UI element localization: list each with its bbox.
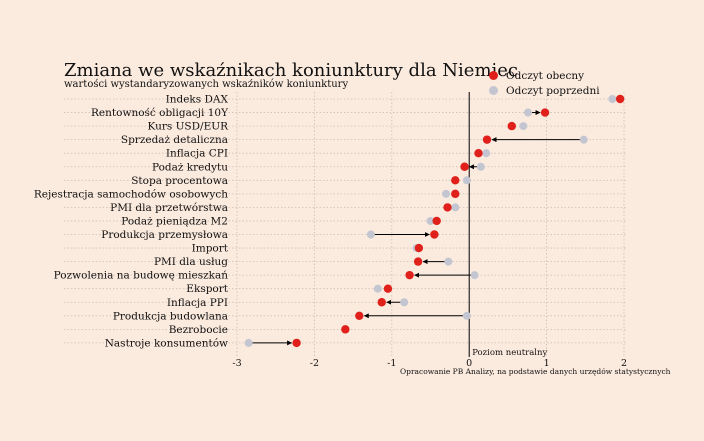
category-label: Eksport <box>186 283 228 295</box>
current-point <box>430 230 439 239</box>
category-label: Nastroje konsumentów <box>105 337 228 349</box>
legend-label-current: Odczyt obecny <box>506 69 585 82</box>
previous-point <box>462 311 471 320</box>
current-point <box>482 135 492 144</box>
category-label: PMI dla przetwórstwa <box>110 202 228 214</box>
current-point <box>615 94 625 104</box>
current-point <box>341 325 350 334</box>
current-point <box>355 311 364 320</box>
current-point <box>474 149 483 158</box>
current-point <box>413 257 423 266</box>
legend-marker-current <box>489 71 498 80</box>
previous-point <box>524 108 533 117</box>
chart-subtitle: wartości wystandaryzowanych wskaźników k… <box>64 79 349 90</box>
current-point <box>540 108 550 117</box>
x-tick-label: 1 <box>544 358 550 369</box>
category-label: Rejestracja samochodów osobowych <box>34 188 228 200</box>
category-label: Inflacja PPI <box>167 297 228 309</box>
previous-point <box>519 122 528 131</box>
current-point <box>414 243 424 253</box>
x-tick-label: -3 <box>232 358 241 369</box>
category-label: Pozwolenia na budowę mieszkań <box>54 270 229 282</box>
x-tick-label: 2 <box>621 358 627 369</box>
previous-point <box>244 338 253 347</box>
category-label: Indeks DAX <box>166 94 229 106</box>
category-label: Produkcja przemysłowa <box>101 229 228 241</box>
x-axis-ticks: -3 -2 -1 0 1 2 <box>232 358 627 369</box>
current-point <box>383 284 393 293</box>
previous-points <box>244 95 617 347</box>
current-point <box>507 121 516 131</box>
current-point <box>451 176 460 185</box>
legend-marker-previous <box>489 86 498 95</box>
previous-point <box>470 271 479 280</box>
neutral-line-label: Poziom neutralny <box>472 348 547 358</box>
category-label: Kurs USD/EUR <box>147 121 229 133</box>
neutral-line-group: Poziom neutralny <box>468 92 547 358</box>
category-label: Import <box>192 243 229 255</box>
current-point <box>292 338 301 348</box>
previous-point <box>444 257 453 266</box>
x-tick-label: 0 <box>466 358 472 369</box>
category-label: Podaż pieniądza M2 <box>121 215 228 227</box>
current-point <box>460 162 469 171</box>
previous-point <box>476 162 485 171</box>
previous-point <box>441 189 450 198</box>
previous-point <box>373 284 382 293</box>
current-point <box>377 298 386 307</box>
previous-point <box>482 149 491 158</box>
current-points <box>292 94 625 348</box>
x-tick-label: -1 <box>387 358 396 369</box>
previous-point <box>426 216 435 225</box>
previous-point <box>608 95 617 103</box>
previous-point <box>579 135 588 144</box>
previous-point <box>400 298 409 307</box>
category-label: Sprzedaż detaliczna <box>121 134 228 146</box>
chart-title: Zmiana we wskaźnikach koniunktury dla Ni… <box>64 60 518 81</box>
legend: Odczyt obecny Odczyt poprzedni <box>489 68 600 98</box>
source-note: Opracowanie PB Analizy, na podstawie dan… <box>400 367 671 376</box>
category-label: Rentowność obligacji 10Y <box>91 106 229 119</box>
change-arrows <box>251 110 581 346</box>
legend-item-current: Odczyt obecny <box>489 68 600 83</box>
previous-point <box>451 203 460 212</box>
category-label: Podaż kredytu <box>152 161 228 173</box>
legend-item-previous: Odczyt poprzedni <box>489 83 600 98</box>
category-label: Inflacja CPI <box>166 148 228 160</box>
current-point <box>432 216 441 226</box>
current-point <box>405 270 414 280</box>
previous-point <box>366 230 375 239</box>
category-label: Bezrobocie <box>169 324 228 336</box>
legend-label-previous: Odczyt poprzedni <box>506 84 600 97</box>
category-label: Stopa procentowa <box>131 175 228 187</box>
previous-point <box>462 176 471 185</box>
current-point <box>443 203 452 212</box>
category-label: Produkcja budowlana <box>113 310 228 322</box>
category-label: PMI dla usług <box>154 256 228 268</box>
current-point <box>451 189 460 199</box>
x-tick-label: -2 <box>310 358 319 369</box>
